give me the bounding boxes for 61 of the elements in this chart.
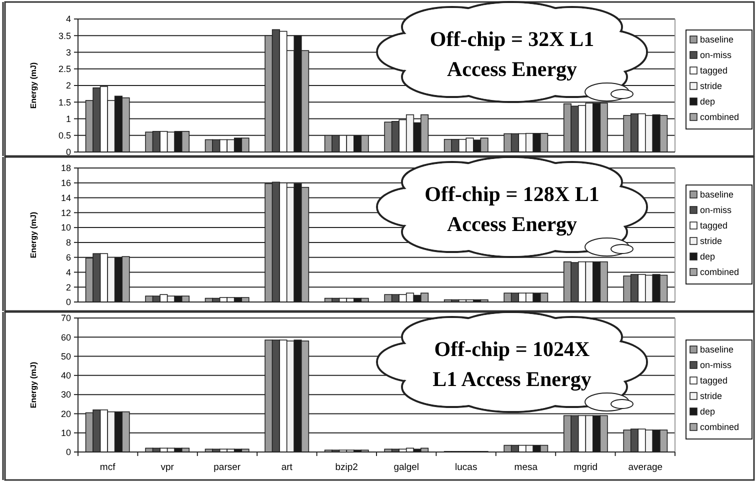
y-tick-label: 3: [66, 47, 71, 58]
y-tick-label: 18: [60, 163, 71, 174]
legend-label: combined: [700, 112, 740, 122]
x-tick-label: mesa: [514, 462, 538, 473]
y-tick-label: 3.5: [58, 30, 71, 41]
annotation: Off-chip = 1024X L1 Access Energy: [432, 337, 592, 391]
x-tick-label: vpr: [160, 462, 174, 473]
x-tick-label: mgrid: [574, 462, 598, 473]
y-tick-label: 70: [60, 313, 71, 324]
legend-label: dep: [700, 406, 716, 417]
y-tick-label: 6: [66, 252, 71, 262]
y-tick-label: 1: [66, 114, 71, 124]
y-tick-label: 2.5: [58, 64, 71, 74]
y-tick-label: 10: [60, 428, 71, 438]
legend-label: combined: [700, 267, 740, 278]
y-tick-label: 10: [60, 222, 71, 233]
y-tick-label: 2: [66, 282, 71, 292]
legend-label: dep: [700, 96, 716, 107]
legend-label: dep: [700, 252, 716, 262]
legend-label: baseline: [700, 34, 734, 45]
y-tick-label: 20: [60, 408, 71, 419]
legend-label: baseline: [700, 190, 734, 200]
legend-label: combined: [700, 422, 740, 432]
legend-label: on-miss: [700, 360, 732, 370]
y-tick-label: 8: [66, 238, 71, 248]
legend-label: on-miss: [700, 205, 732, 216]
y-tick-label: 4: [66, 14, 71, 24]
y-tick-label: 0: [66, 447, 71, 458]
y-tick-label: 30: [60, 390, 71, 400]
x-tick-label: lucas: [455, 462, 478, 473]
legend-label: tagged: [700, 220, 728, 231]
legend-label: tagged: [700, 66, 728, 76]
y-tick-label: 0: [66, 297, 71, 308]
x-tick-label: parser: [214, 462, 241, 473]
y-tick-label: 2: [66, 80, 71, 91]
legend-label: stride: [700, 81, 722, 92]
annotation: Off-chip = 32X L1 Access Energy: [430, 27, 594, 81]
x-tick-label: art: [281, 462, 293, 473]
y-axis-title: Energy (mJ): [29, 362, 38, 408]
y-tick-label: 1.5: [58, 97, 71, 108]
x-tick-label: galgel: [394, 462, 420, 473]
x-tick-label: mcf: [100, 462, 116, 473]
legend-label: tagged: [700, 376, 728, 386]
y-tick-label: 14: [60, 192, 71, 203]
legend-label: on-miss: [700, 50, 732, 60]
y-axis-title: Energy (mJ): [29, 62, 38, 109]
x-tick-label: average: [628, 462, 663, 473]
x-tick-label: bzip2: [335, 462, 358, 473]
y-tick-label: 60: [60, 332, 71, 342]
legend-label: stride: [700, 236, 722, 246]
y-tick-label: 0.5: [58, 130, 71, 141]
legend-label: baseline: [700, 344, 734, 355]
y-tick-label: 50: [60, 351, 71, 362]
annotation: Off-chip = 128X L1 Access Energy: [424, 182, 600, 236]
legend-label: stride: [700, 391, 722, 402]
y-tick-label: 4: [66, 267, 71, 278]
y-tick-label: 16: [60, 178, 71, 188]
y-tick-label: 0: [66, 147, 71, 158]
y-tick-label: 40: [60, 370, 71, 381]
y-axis-title: Energy (mJ): [29, 212, 38, 258]
y-tick-label: 12: [60, 208, 71, 218]
